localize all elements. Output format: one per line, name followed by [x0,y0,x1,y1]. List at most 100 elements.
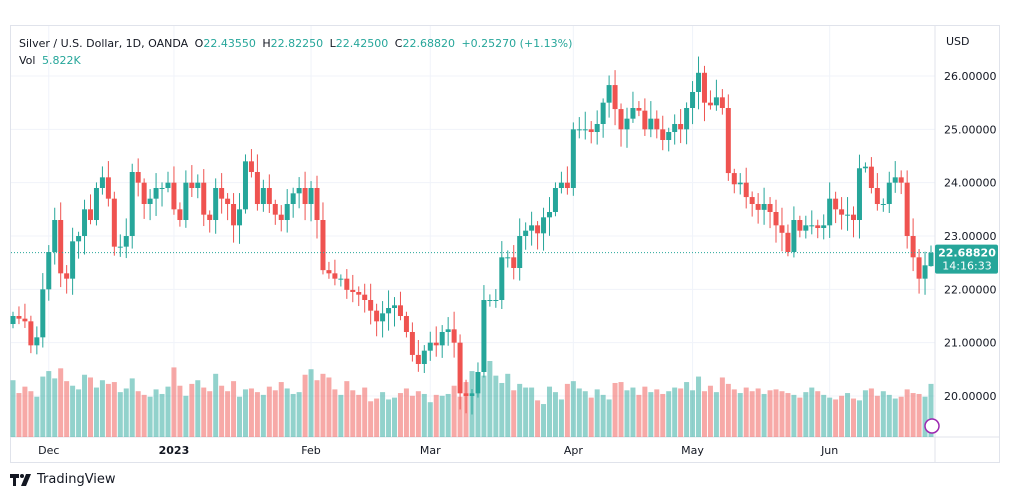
volume-bar [22,386,28,437]
candle-down [731,173,737,185]
candle-down [231,204,237,226]
volume-bar [40,376,46,437]
volume-bar [82,374,88,437]
volume-bar [207,391,213,437]
symbol-title[interactable]: Silver / U.S. Dollar, 1D, OANDA [19,37,189,50]
volume-bar [696,376,702,437]
candle-up [165,182,171,189]
volume-bar [922,396,928,437]
candle-down [177,209,183,221]
volume-bar [362,387,368,437]
candle-up [606,85,612,103]
candle-down [374,310,380,322]
volume-bar [535,400,541,437]
volume-bar [177,385,183,437]
close-value: 22.68820 [402,37,455,50]
candle-down [314,188,320,221]
volume-bar [749,391,755,437]
candle-up [481,300,487,373]
candle-up [308,188,314,205]
volume-bar [541,404,547,437]
volume-bar [445,393,451,437]
volume-bar [612,382,618,437]
candle-down [141,182,147,205]
candle-down [248,161,254,173]
volume-bar [898,396,904,437]
candle-up [445,329,451,333]
volume-bar [785,393,791,437]
volume-bar [827,397,833,437]
candle-up [237,209,243,226]
volume-bar [290,393,296,437]
candle-up [129,172,135,237]
volume-bar [123,388,129,437]
event-marker-icon[interactable] [924,418,940,434]
volume-bar [451,385,457,437]
time-tick-label: May [681,444,704,457]
volume-bar [856,400,862,437]
volume-bar [576,388,582,437]
candle-up [153,188,159,199]
candle-up [505,257,511,259]
close-label: C [394,37,403,50]
volume-bar [332,389,338,437]
candle-up [546,212,552,218]
candle-up [672,124,678,133]
candle-up [421,350,427,365]
candle-up [183,182,189,221]
candle-up [517,236,523,269]
volume-bar [731,389,737,437]
candlestick-chart[interactable]: 20.00000 21.00000 22.00000 23.00000 24.00000… [0,0,1012,470]
volume-bar [880,391,886,437]
volume-bar [916,393,922,437]
volume-bar [511,390,517,437]
candle-down [326,270,332,274]
candle-up [52,220,58,253]
volume-bar [564,383,570,437]
volume-bar [809,387,815,437]
candle-down [320,220,326,271]
candle-up [690,92,696,109]
candle-up [10,316,16,325]
candle-up [576,129,582,131]
volume-bar [386,399,392,437]
candle-up [696,72,702,93]
volume-bar [594,389,600,437]
volume-bar [666,391,672,437]
volume-bar [10,380,16,437]
volume-bar [171,367,177,437]
volume-bar [225,391,231,437]
tradingview-branding[interactable]: TradingView [10,472,116,487]
volume-bar [755,388,761,437]
candle-up [582,129,588,131]
candle-up [666,132,672,141]
ohlc-row: Silver / U.S. Dollar, 1D, OANDA O22.4355… [19,35,575,52]
volume-bar [582,391,588,437]
candle-down [564,182,570,189]
volume-value: 5.822K [41,54,81,67]
volume-bar [427,402,433,437]
candle-up [117,246,123,248]
volume-bar [415,391,421,437]
candle-down [749,197,755,205]
volume-bar [76,389,82,437]
candle-up [195,182,201,189]
candle-down [350,289,356,293]
candle-up [791,220,797,253]
volume-bar [272,390,278,437]
candle-down [171,182,177,210]
low-value: 22.42500 [335,37,389,50]
candle-down [910,236,916,258]
volume-bar [278,382,284,437]
volume-bar [886,394,892,437]
candle-up [380,313,386,322]
candle-up [630,108,636,119]
volume-bar [260,394,266,437]
volume-row: Vol 5.822K [19,52,575,69]
time-tick-label: Jun [820,444,838,457]
volume-bar [761,393,767,437]
candle-up [499,257,505,301]
chart-legend: Silver / U.S. Dollar, 1D, OANDA O22.4355… [19,35,575,69]
candle-down [28,321,34,346]
volume-bar [213,373,219,437]
